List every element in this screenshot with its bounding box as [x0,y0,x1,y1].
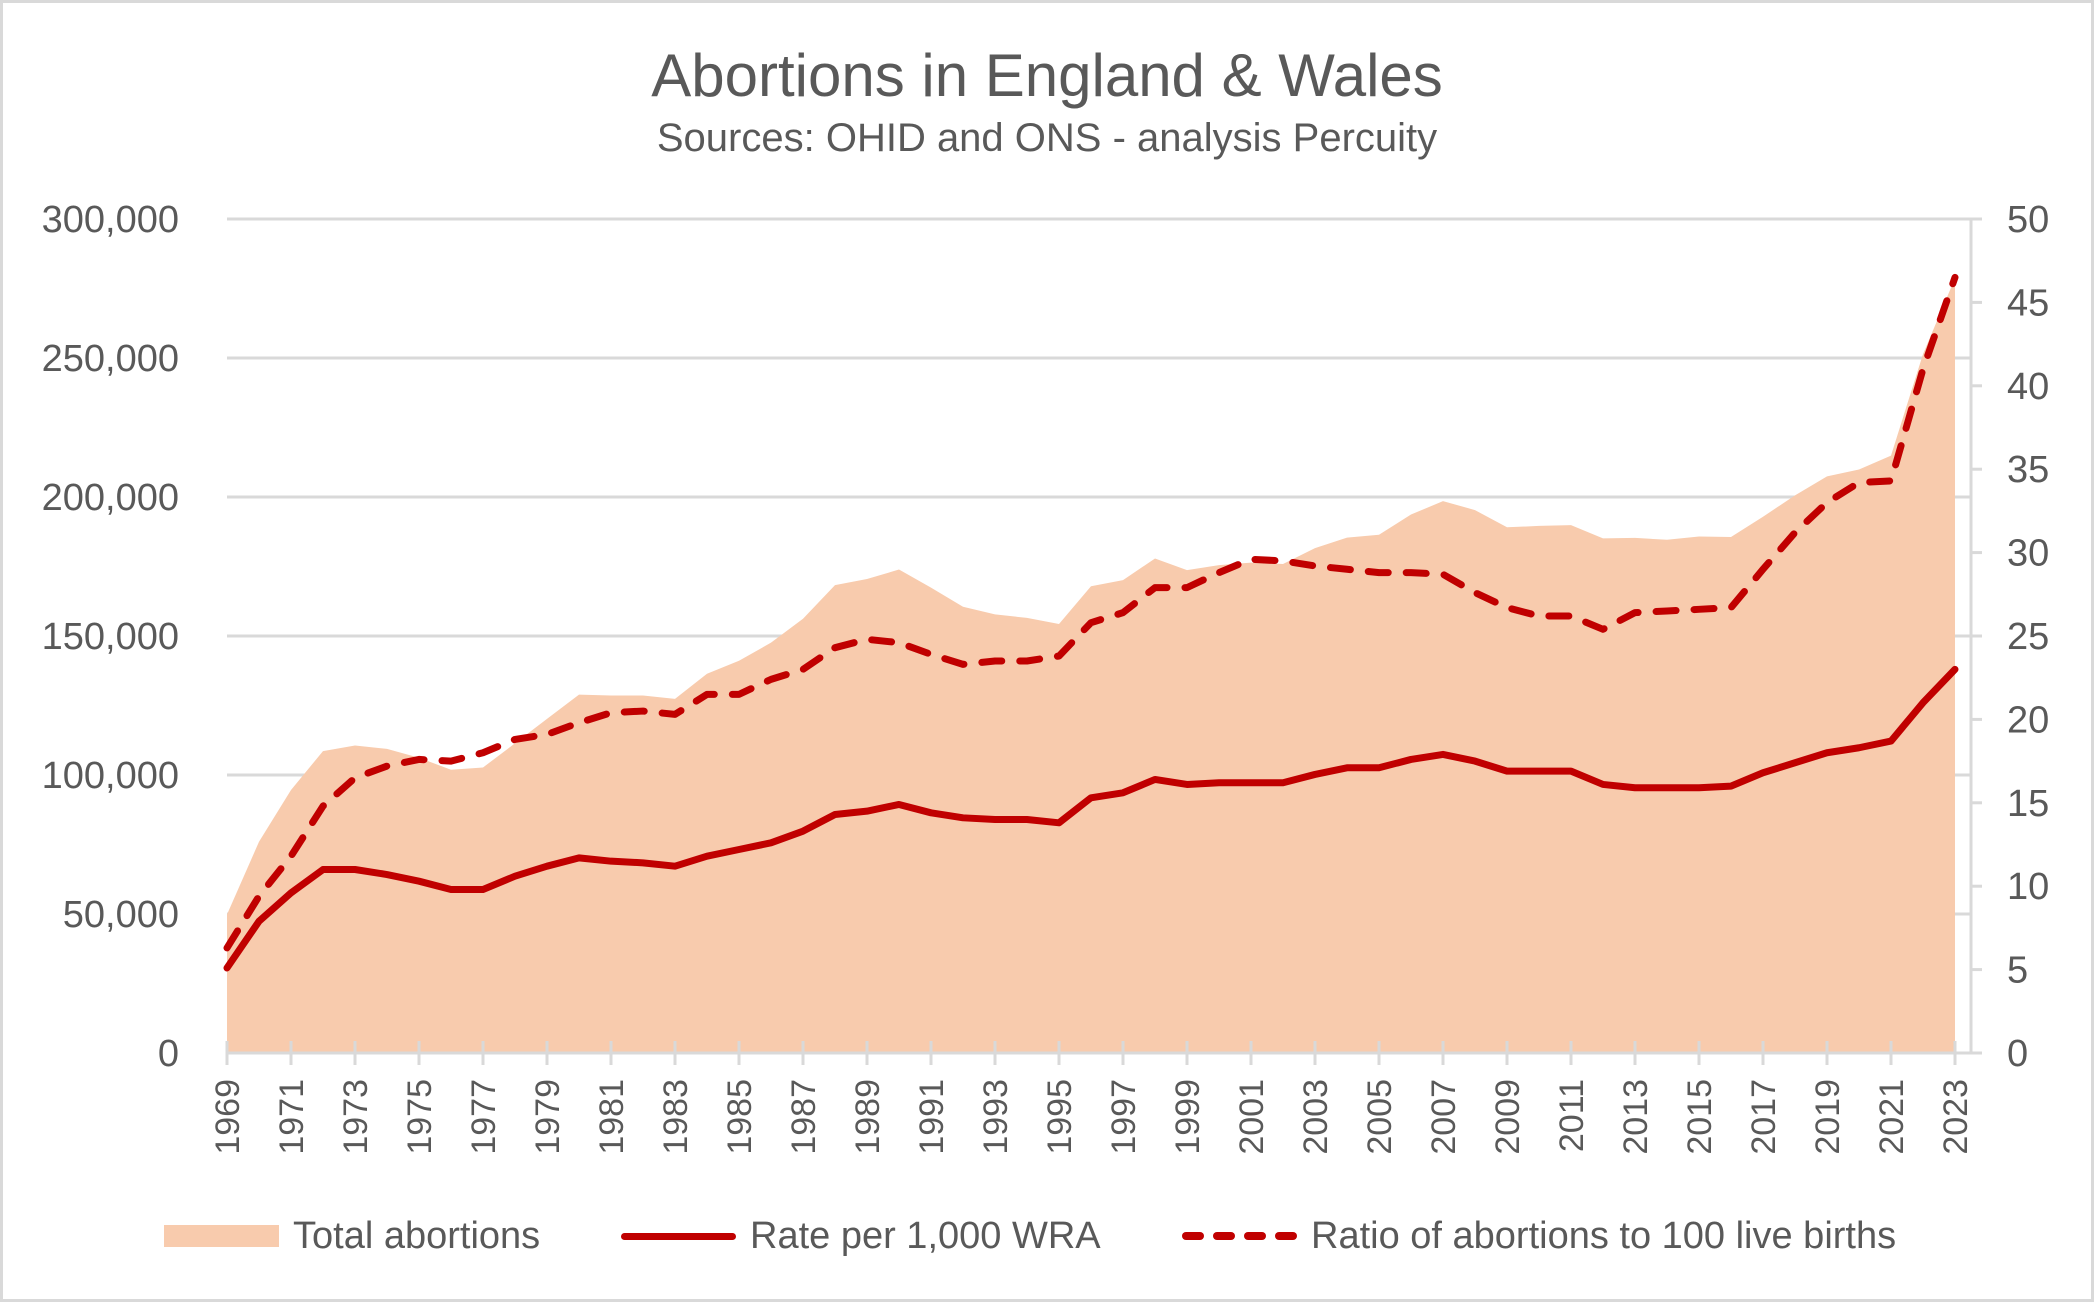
y-right-tick-label: 10 [2007,866,2049,908]
x-tick-label: 2013 [1617,1079,1655,1155]
y-right-tick-label: 45 [2007,282,2049,324]
x-tick-label: 1969 [209,1079,247,1155]
x-tick-label: 1989 [849,1079,887,1155]
x-tick-label: 1987 [785,1079,823,1155]
y-left-tick-label: 250,000 [42,338,179,380]
chart-subtitle: Sources: OHID and ONS - analysis Percuit… [656,116,1438,160]
area-total-abortions [227,278,1955,1053]
y-left-tick-label: 100,000 [42,755,179,797]
tick-labels: 0 50,000 100,000 150,000 200,000 250,000 300,0… [42,199,2050,1155]
line-series [223,273,1959,972]
x-tick-label: 1981 [593,1079,631,1155]
x-tick-label: 1997 [1105,1079,1143,1155]
x-tick-label: 1977 [465,1079,503,1155]
x-tick-label: 2021 [1873,1079,1911,1155]
x-tick-label: 1985 [721,1079,759,1155]
legend-label: Total abortions [293,1214,541,1257]
y-right-tick-label: 30 [2007,533,2049,575]
y-left-tick-label: 200,000 [42,477,179,519]
x-tick-label: 1993 [977,1079,1015,1155]
x-tick-label: 1991 [913,1079,951,1155]
legend-swatch-dashed-line [1182,1232,1297,1240]
legend-swatch-solid-line [621,1232,736,1240]
y-right-tick-label: 35 [2007,449,2049,491]
x-tick-label: 1979 [529,1079,567,1155]
chart-title: Abortions in England & Wales [651,42,1443,109]
y-left-tick-label: 50,000 [63,894,179,936]
legend-label: Rate per 1,000 WRA [750,1214,1101,1257]
x-tick-label: 2017 [1745,1079,1783,1155]
x-tick-label: 1999 [1169,1079,1207,1155]
axes [225,217,1982,1065]
y-right-tick-label: 20 [2007,699,2049,741]
x-tick-label: 1973 [337,1079,375,1155]
y-right-tick-label: 40 [2007,366,2049,408]
x-tick-label: 2009 [1489,1079,1527,1155]
x-tick-label: 2015 [1681,1079,1719,1155]
x-tick-label: 2003 [1297,1079,1335,1155]
area-series-total-abortions [227,278,1955,1053]
x-tick-label: 1995 [1041,1079,1079,1155]
x-tick-label: 2023 [1937,1079,1975,1155]
y-left-tick-label: 0 [158,1033,179,1075]
x-tick-label: 1983 [657,1079,695,1155]
legend-label: Ratio of abortions to 100 live births [1311,1214,1897,1257]
y-right-tick-label: 0 [2007,1033,2028,1075]
line-ratio-per-100-live-births [223,273,1959,952]
line-rate-per-1000-wra [223,665,1959,972]
y-right-tick-label: 25 [2007,616,2049,658]
x-tick-label: 2001 [1233,1079,1271,1155]
legend-item-total-abortions[interactable]: Total abortions [164,1208,540,1264]
y-left-tick-label: 150,000 [42,616,179,658]
y-right-tick-label: 5 [2007,950,2028,992]
x-tick-label: 2011 [1553,1079,1591,1152]
x-tick-label: 2019 [1809,1079,1847,1155]
y-right-tick-label: 15 [2007,783,2049,825]
x-tick-label: 2005 [1361,1079,1399,1155]
legend-item-rate[interactable]: Rate per 1,000 WRA [621,1208,1101,1264]
x-tick-label: 1975 [401,1079,439,1155]
legend-swatch-area [164,1225,279,1247]
y-right-tick-label: 50 [2007,199,2049,241]
x-tick-label: 2007 [1425,1079,1463,1155]
legend-item-ratio[interactable]: Ratio of abortions to 100 live births [1182,1208,1896,1264]
x-tick-label: 1971 [273,1079,311,1155]
y-left-tick-label: 300,000 [42,199,179,241]
chart-legend: Total abortions Rate per 1,000 WRA Ratio… [0,1208,2094,1264]
